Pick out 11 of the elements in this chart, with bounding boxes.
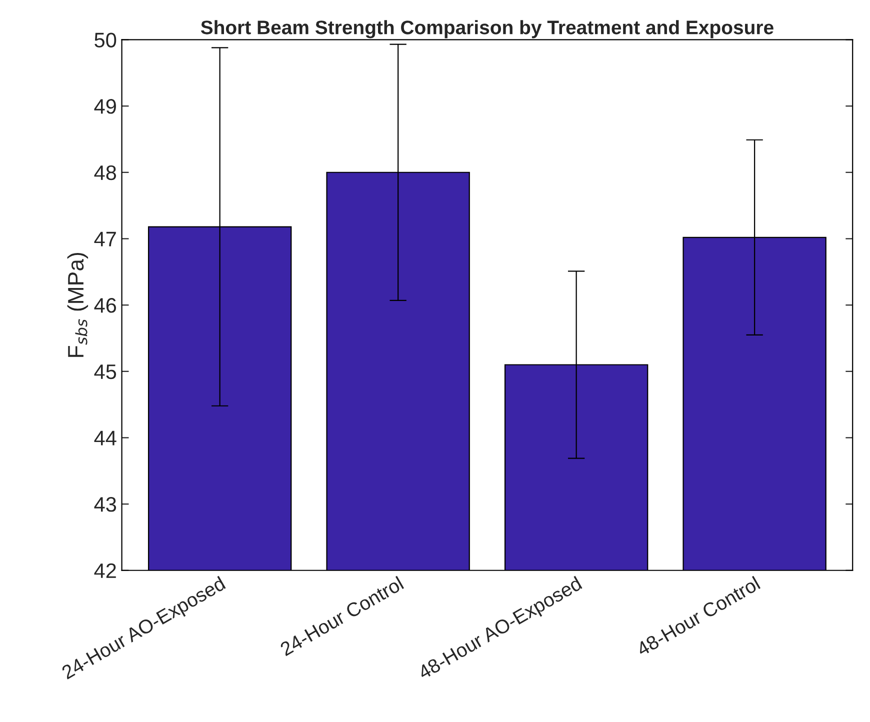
y-tick-label: 49: [94, 99, 116, 114]
y-tick-label: 47: [94, 232, 116, 246]
y-tick-label: 42: [94, 563, 116, 578]
y-axis-title: F$_{sbs}$ (MPa): [67, 252, 88, 357]
y-tick-label: 46: [94, 298, 116, 313]
y-tick-label: 48: [94, 165, 116, 180]
chart-title: Short Beam Strength Comparison by Treatment and Exposure: [200, 20, 774, 38]
y-tick-label: 44: [94, 430, 116, 446]
y-tick-label: 50: [94, 32, 116, 48]
y-tick-label: 43: [94, 497, 116, 512]
y-tick-label: 45: [94, 364, 116, 380]
